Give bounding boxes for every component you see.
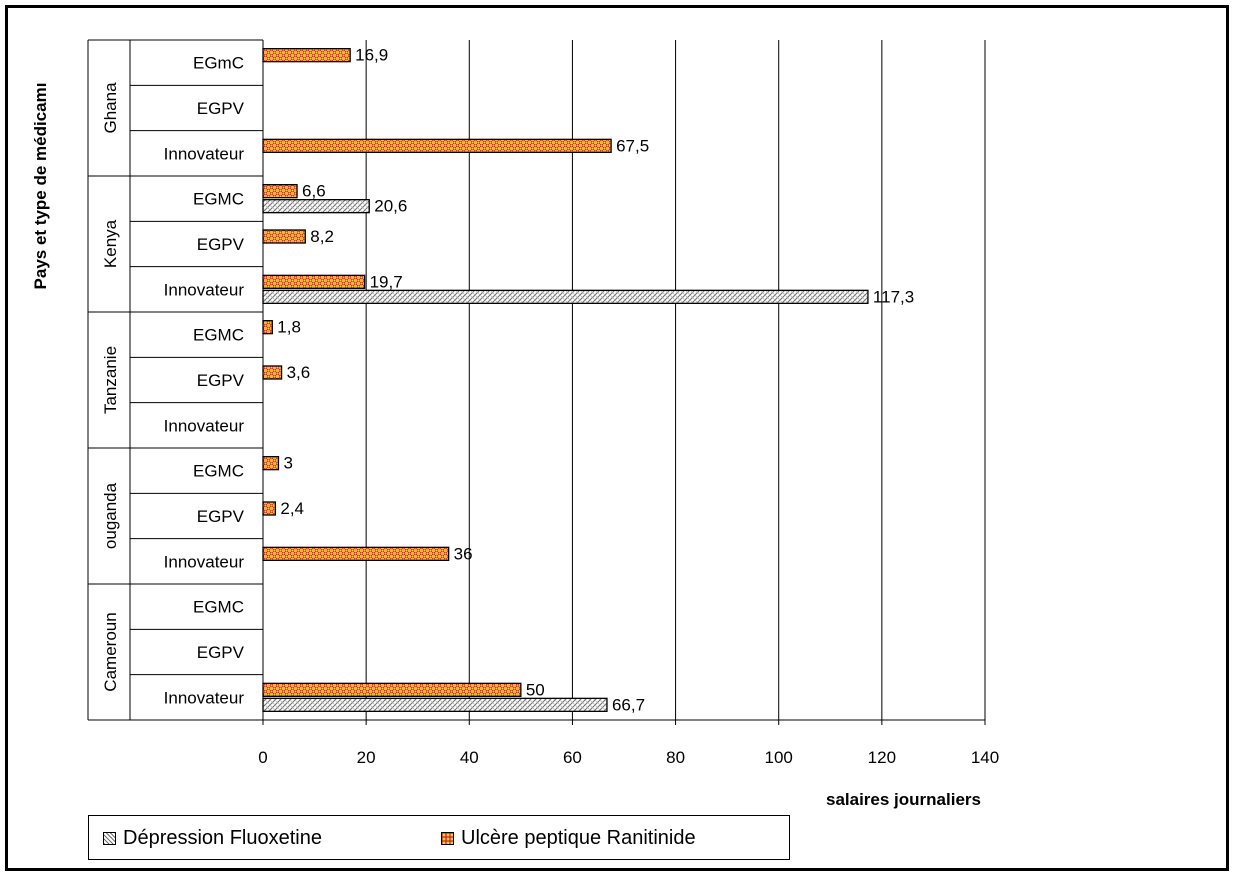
data-label: 2,4	[280, 499, 304, 518]
bar	[262, 184, 298, 199]
category-label: EGPV	[197, 235, 245, 254]
category-label: Innovateur	[164, 552, 245, 571]
x-tick-label: 40	[460, 748, 479, 767]
country-label: Kenya	[101, 219, 120, 268]
x-tick-label: 0	[258, 748, 267, 767]
data-label: 16,9	[355, 46, 388, 65]
data-label: 19,7	[370, 272, 403, 291]
data-label: 117,3	[873, 287, 914, 306]
data-label: 20,6	[374, 197, 407, 216]
data-label: 50	[526, 680, 545, 699]
legend-swatch-orange-dotted	[441, 831, 454, 845]
category-axis: EGmC EGPV Innovateur EGMC EGPV Innovateur EGMC…	[87, 39, 263, 721]
x-tick-label: 120	[868, 748, 896, 767]
data-label: 3	[283, 454, 292, 473]
bar	[262, 365, 283, 380]
category-label: Innovateur	[164, 280, 245, 299]
data-label: 6,6	[302, 182, 326, 201]
legend-label-fluoxetine: Dépression Fluoxetine	[123, 826, 322, 849]
data-label: 8,2	[310, 227, 334, 246]
country-label: ouganda	[101, 482, 120, 549]
gridlines	[365, 40, 986, 720]
category-label: EGPV	[197, 507, 245, 526]
data-label: 3,6	[287, 363, 311, 382]
country-label: Ghana	[101, 82, 120, 134]
bar	[262, 546, 450, 561]
category-label: EGmC	[193, 54, 244, 73]
category-label: EGMC	[193, 326, 244, 345]
x-tick-labels: 0 20 40 60 80 100 120 140	[258, 748, 999, 767]
x-tick-label: 80	[666, 748, 685, 767]
category-label: Innovateur	[164, 144, 245, 163]
data-label: 1,8	[277, 318, 301, 337]
data-labels: 16,9 67,5 6,6 8,2 19,7 1,8 3,6 3 2,4 36 50 20,6 117,…	[277, 46, 914, 715]
legend: Dépression Fluoxetine Ulcère peptique Ra…	[88, 815, 790, 860]
country-label: Tanzanie	[101, 346, 120, 414]
category-label: Innovateur	[164, 416, 245, 435]
bar	[262, 289, 869, 304]
legend-label-ranitidine: Ulcère peptique Ranitinide	[461, 826, 696, 849]
category-label: EGPV	[197, 643, 245, 662]
x-tick-label: 20	[357, 748, 376, 767]
x-tick-label: 100	[765, 748, 793, 767]
bar	[262, 199, 370, 214]
data-label: 67,5	[616, 136, 649, 155]
category-label: EGMC	[193, 462, 244, 481]
data-label: 36	[454, 544, 473, 563]
bar	[262, 456, 280, 471]
legend-item-ranitidine: Ulcère peptique Ranitinide	[441, 826, 696, 850]
bar	[262, 229, 306, 244]
bar	[262, 320, 273, 335]
bar	[262, 138, 612, 153]
bar	[262, 274, 366, 289]
x-axis-title: salaires journaliers	[826, 790, 981, 809]
legend-swatch-gray-hatched	[103, 831, 116, 845]
bar	[262, 48, 351, 63]
bar	[262, 697, 608, 712]
country-label: Cameroun	[101, 612, 120, 691]
data-label: 66,7	[612, 695, 645, 714]
category-label: EGMC	[193, 598, 244, 617]
category-label: Innovateur	[164, 688, 245, 707]
x-tick-label: 60	[563, 748, 582, 767]
bar	[262, 501, 277, 516]
category-label: EGPV	[197, 371, 245, 390]
y-axis-title: Pays et type de médicamı	[31, 83, 50, 290]
legend-item-fluoxetine: Dépression Fluoxetine	[103, 826, 322, 850]
bar	[262, 682, 522, 697]
bars	[262, 48, 869, 712]
x-tick-label: 140	[971, 748, 999, 767]
category-label: EGPV	[197, 99, 245, 118]
chart-frame	[5, 5, 1229, 871]
category-label: EGMC	[193, 190, 244, 209]
